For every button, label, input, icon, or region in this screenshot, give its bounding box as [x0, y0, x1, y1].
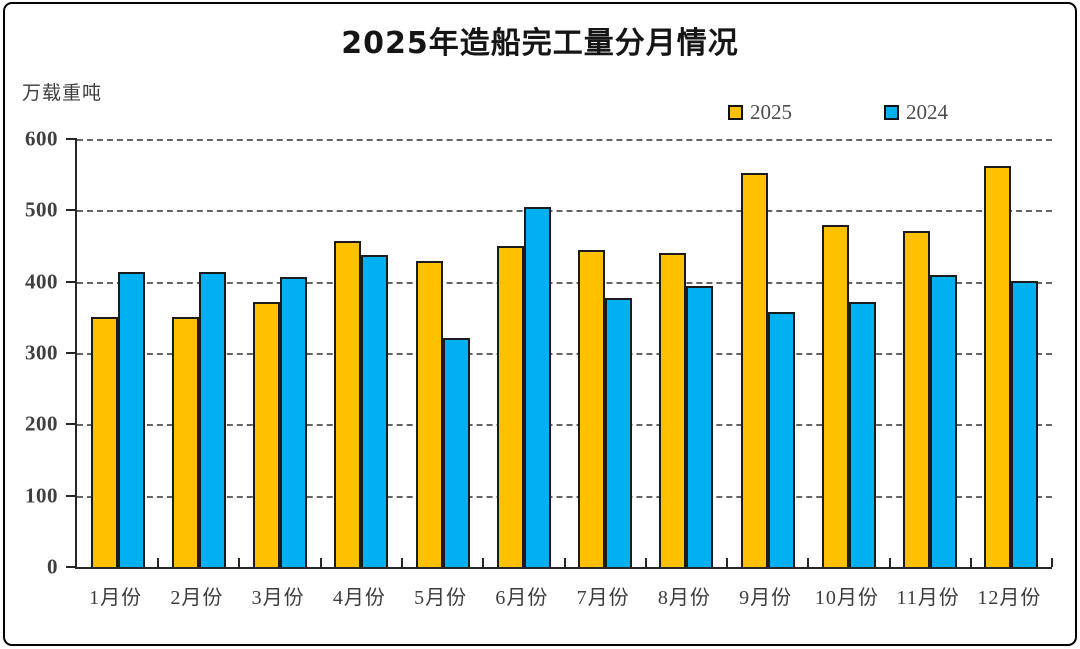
bar-group-4月份 — [321, 139, 402, 567]
y-axis-tick-400 — [66, 280, 77, 283]
y-axis-tick-500 — [66, 209, 77, 212]
x-axis-boundary-tick-8 — [725, 558, 728, 567]
y-axis-tick-600 — [66, 138, 77, 140]
x-axis-label-3月份: 3月份 — [251, 587, 305, 609]
bar-2025-11月份 — [903, 231, 931, 567]
y-axis-label-200: 200 — [25, 411, 58, 436]
legend-swatch-2025 — [728, 105, 743, 120]
x-axis-boundary-tick-3 — [319, 558, 322, 567]
y-axis-unit-label: 万载重吨 — [22, 83, 103, 104]
x-axis-boundary-tick-11 — [969, 558, 972, 567]
chart-title: 2025年造船完工量分月情况 — [341, 26, 739, 61]
bar-2024-1月份 — [117, 272, 145, 567]
legend-label-2025: 2025 — [750, 100, 792, 124]
legend-swatch-2024 — [884, 105, 899, 120]
legend-label-2024: 2024 — [906, 100, 948, 124]
x-axis-labels: 1月份 2月份 3月份 4月份 5月份 6月份 7月份 8月份 9月份 10月份 11月份 12月份 — [75, 581, 1050, 610]
plot-area — [66, 138, 1053, 569]
y-axis-label-300: 300 — [25, 340, 58, 365]
y-axis-label-500: 500 — [25, 197, 58, 222]
y-axis-label-400: 400 — [25, 269, 58, 294]
gridline-600 — [77, 139, 1052, 141]
x-axis-boundary-tick-7 — [644, 558, 647, 567]
x-axis-label-10月份: 10月份 — [814, 587, 879, 609]
y-axis-label-0: 0 — [47, 554, 58, 579]
bar-group-10月份 — [808, 139, 889, 567]
bar-2024-8月份 — [686, 285, 714, 567]
bar-group-1月份 — [77, 139, 158, 567]
x-axis-boundary-tick-6 — [563, 558, 566, 567]
y-axis-tick-300 — [66, 352, 77, 354]
bar-2025-10月份 — [821, 224, 849, 567]
x-axis-boundary-tick-5 — [482, 558, 485, 567]
gridline-200 — [77, 424, 1052, 427]
legend-item-2024: 2024 — [884, 100, 948, 125]
x-axis-label-8月份: 8月份 — [657, 587, 711, 609]
bar-group-6月份 — [483, 139, 564, 567]
y-axis-tick-0 — [66, 566, 77, 568]
x-axis-label-12月份: 12月份 — [977, 587, 1042, 609]
gridline-500 — [77, 210, 1052, 213]
bars-layer — [77, 139, 1052, 567]
gridline-100 — [77, 495, 1052, 498]
x-axis-boundary-tick-1 — [157, 558, 160, 567]
gridline-400 — [77, 281, 1052, 284]
bar-group-7月份 — [565, 139, 646, 567]
y-axis-label-600: 600 — [25, 126, 58, 151]
legend-item-2025: 2025 — [728, 100, 792, 125]
bar-2025-7月份 — [578, 250, 606, 567]
bar-2025-12月份 — [984, 166, 1012, 567]
x-axis-label-7月份: 7月份 — [576, 587, 630, 609]
bar-2024-7月份 — [605, 298, 633, 567]
bar-2025-1月份 — [90, 317, 118, 567]
bar-2025-9月份 — [740, 173, 768, 567]
x-axis-label-6月份: 6月份 — [495, 587, 549, 609]
bar-group-5月份 — [402, 139, 483, 567]
x-axis-label-9月份: 9月份 — [739, 587, 793, 609]
x-axis-boundary-tick-10 — [888, 558, 891, 567]
x-axis-label-11月份: 11月份 — [896, 587, 960, 609]
gridline-300 — [77, 353, 1052, 355]
x-axis-boundary-tick-2 — [238, 558, 241, 567]
bar-2025-8月份 — [659, 253, 687, 567]
bar-2024-2月份 — [198, 272, 226, 567]
bar-2024-4月份 — [361, 255, 389, 567]
x-axis-boundary-tick-9 — [807, 558, 810, 567]
bar-group-2月份 — [158, 139, 239, 567]
bar-2024-12月份 — [1011, 280, 1039, 567]
bar-group-11月份 — [890, 139, 971, 567]
bar-group-3月份 — [240, 139, 321, 567]
bar-2024-10月份 — [848, 301, 876, 567]
bar-2025-5月份 — [415, 260, 443, 567]
bar-group-9月份 — [727, 139, 808, 567]
y-axis-tick-200 — [66, 423, 77, 426]
bar-2024-3月份 — [280, 276, 308, 567]
bar-2024-5月份 — [442, 338, 470, 567]
x-axis-label-2月份: 2月份 — [170, 587, 224, 609]
bar-2025-6月份 — [496, 246, 524, 567]
bar-group-12月份 — [971, 139, 1052, 567]
x-axis-boundary-tick-4 — [400, 558, 403, 567]
bar-2024-6月份 — [523, 206, 551, 567]
x-axis-boundary-tick-12 — [1051, 558, 1053, 567]
y-axis-tick-labels: 600 500 400 300 200 100 0 — [0, 127, 64, 579]
x-axis-label-5月份: 5月份 — [414, 587, 468, 609]
y-axis-label-100: 100 — [25, 483, 58, 508]
y-axis-tick-100 — [66, 494, 77, 497]
bar-2025-4月份 — [334, 241, 362, 567]
x-axis-label-4月份: 4月份 — [332, 587, 386, 609]
bar-2024-9月份 — [767, 312, 795, 567]
bar-2024-11月份 — [930, 274, 958, 567]
x-axis-label-1月份: 1月份 — [89, 587, 143, 609]
bar-2025-2月份 — [171, 317, 199, 567]
bar-2025-3月份 — [253, 302, 281, 567]
legend: 2025 2024 — [728, 100, 948, 125]
bar-group-8月份 — [646, 139, 727, 567]
